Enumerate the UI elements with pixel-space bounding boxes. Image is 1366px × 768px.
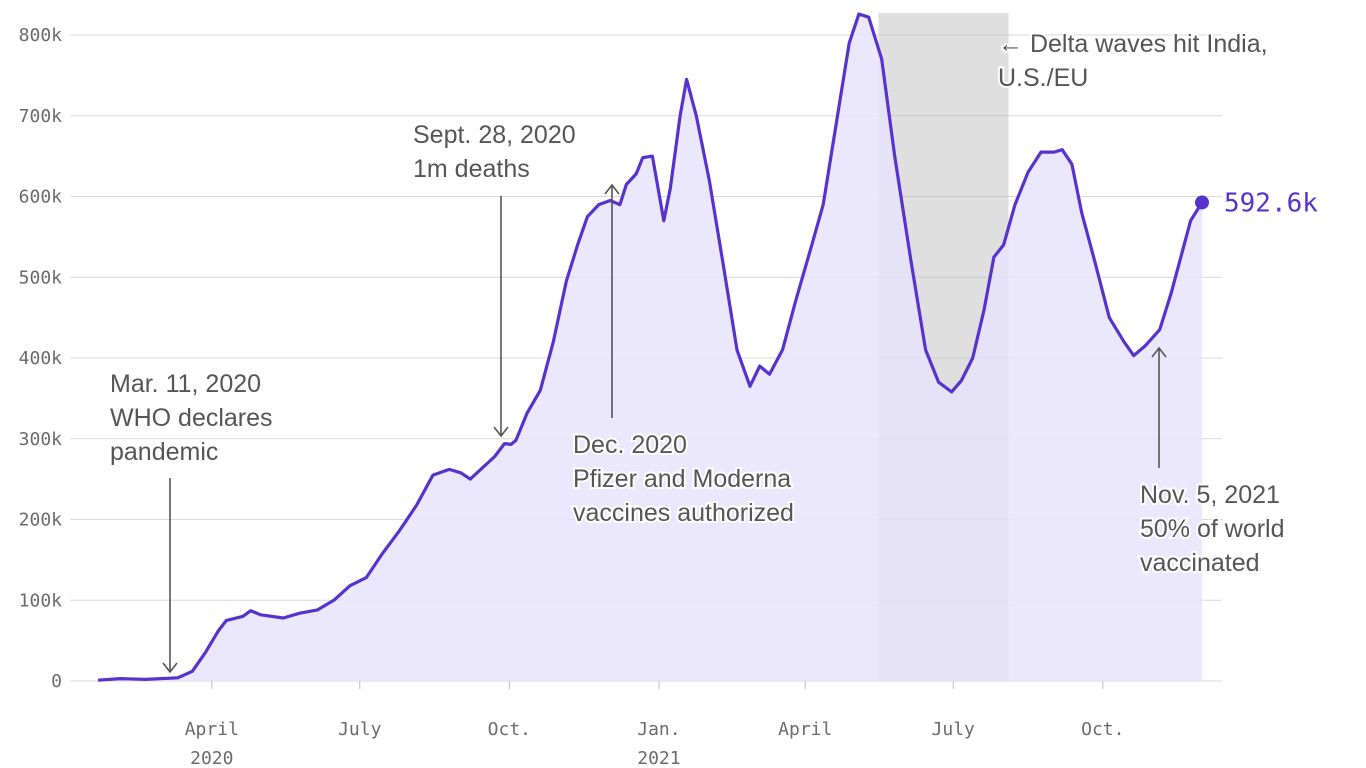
series-line bbox=[97, 12, 1204, 682]
x-axis: April 2020 July Oct. Jan. 2021 April July Oct. bbox=[185, 681, 1124, 768]
annotation-text: 1m deaths bbox=[413, 155, 530, 183]
annotation-text: vaccines authorized bbox=[573, 499, 794, 527]
x-tick-label: April bbox=[185, 719, 239, 740]
area-path bbox=[98, 14, 1202, 681]
x-tick-label: April bbox=[778, 719, 832, 740]
x-tick-label: Oct. bbox=[1081, 719, 1124, 740]
annotation-text: Mar. 11, 2020 bbox=[110, 370, 261, 398]
annotation-text: Sept. 28, 2020 bbox=[413, 121, 576, 149]
y-tick-label: 600k bbox=[19, 187, 63, 208]
annotation-text: pandemic bbox=[110, 438, 218, 466]
annotation-text: ← Delta waves hit India, bbox=[998, 30, 1268, 58]
y-tick-label: 700k bbox=[19, 106, 63, 127]
y-axis: 0 100k 200k 300k 400k 500k 600k 700k 800k bbox=[19, 25, 63, 692]
annotation-arrowhead bbox=[604, 183, 620, 195]
area-fill bbox=[98, 14, 1202, 681]
annotation-arrowhead bbox=[1151, 346, 1167, 358]
deaths-line bbox=[97, 12, 1204, 682]
end-value-label: 592.6k bbox=[1224, 188, 1318, 218]
annotation-text: vaccinated bbox=[1140, 549, 1260, 577]
annotations: Mar. 11, 2020 WHO declares pandemic Sept. 2… bbox=[108, 28, 1287, 674]
x-tick-year-label: 2020 bbox=[190, 748, 233, 768]
annotation-text: Dec. 2020 bbox=[573, 431, 687, 459]
end-point: 592.6k bbox=[1195, 188, 1318, 218]
y-tick-label: 400k bbox=[19, 348, 63, 369]
y-tick-label: 500k bbox=[19, 267, 63, 288]
x-tick-year-label: 2021 bbox=[637, 748, 680, 768]
y-tick-label: 800k bbox=[19, 25, 63, 46]
y-tick-label: 300k bbox=[19, 429, 63, 450]
annotation-text: Nov. 5, 2021 bbox=[1140, 481, 1280, 509]
x-tick-label: Jan. bbox=[637, 719, 680, 740]
y-tick-label: 200k bbox=[19, 510, 63, 531]
x-tick-label: July bbox=[932, 719, 976, 740]
annotation-arrowhead bbox=[493, 426, 509, 438]
annotation-text: WHO declares bbox=[110, 404, 273, 432]
annotation-arrowhead bbox=[162, 662, 178, 674]
y-tick-label: 100k bbox=[19, 590, 63, 611]
annotation-text: U.S./EU bbox=[998, 64, 1088, 92]
x-tick-label: Oct. bbox=[488, 719, 531, 740]
end-point-dot bbox=[1195, 195, 1209, 210]
x-tick-label: July bbox=[338, 719, 382, 740]
annotation-text: Pfizer and Moderna bbox=[573, 465, 791, 493]
y-tick-label: 0 bbox=[51, 671, 62, 692]
annotation-text: 50% of world bbox=[1140, 515, 1285, 543]
